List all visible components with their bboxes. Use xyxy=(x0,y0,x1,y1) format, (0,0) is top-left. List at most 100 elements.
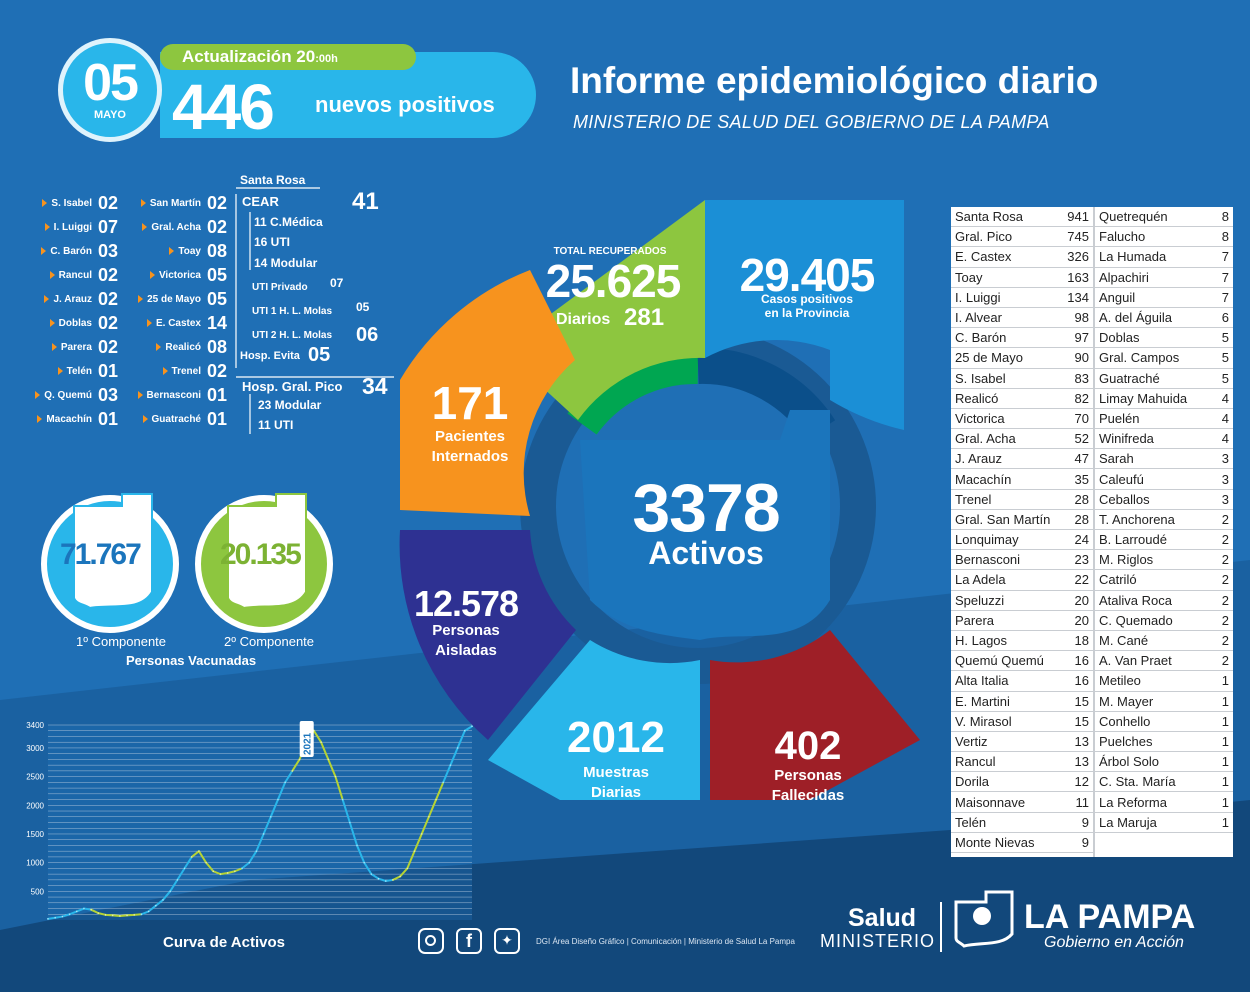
locality-value: 02 xyxy=(98,264,119,285)
locality-name: Victorica xyxy=(158,269,201,281)
table-cell-count: 22 xyxy=(1074,572,1089,588)
table-row: Trenel 28 xyxy=(951,490,1093,510)
twitter-icon[interactable]: ✦ xyxy=(494,928,520,954)
chart-line-segment xyxy=(269,798,279,818)
chart-point xyxy=(169,890,171,893)
bullet-icon xyxy=(137,391,143,399)
locality-name: San Martín xyxy=(149,197,201,209)
table-cell-count: 97 xyxy=(1074,330,1089,346)
salud-logo-text: Salud xyxy=(848,904,917,932)
chart-point xyxy=(291,770,294,772)
table-cell-locality: Toay xyxy=(955,269,983,285)
update-badge: Actualización 20:00h xyxy=(160,44,416,70)
facebook-icon[interactable]: f xyxy=(456,928,482,954)
table-row: Quemú Quemú 16 xyxy=(951,651,1093,672)
table-row: C. Quemado 2 xyxy=(1095,611,1233,631)
table-cell-locality: 25 de Mayo xyxy=(955,350,1023,366)
table-row: 25 de Mayo 90 xyxy=(951,348,1093,369)
instagram-icon[interactable] xyxy=(418,928,444,954)
locality-value: 07 xyxy=(98,216,119,237)
table-row: Maisonnave 11 xyxy=(951,792,1093,813)
locality-value: 02 xyxy=(98,312,119,333)
table-row: Lonquimay 24 xyxy=(951,530,1093,551)
locality-item: Gral. Acha 02 xyxy=(142,216,233,238)
chart-line-segment xyxy=(61,913,71,918)
table-cell-locality: Lonquimay xyxy=(955,532,1019,548)
table-cell-locality: A. del Águila xyxy=(1099,310,1172,326)
bullet-icon xyxy=(142,415,148,423)
chart-line-segment xyxy=(334,775,344,801)
uti-privado-label: UTI Privado xyxy=(252,282,308,293)
table-row: Speluzzi 20 xyxy=(951,591,1093,611)
cear-label: CEAR xyxy=(242,194,279,209)
table-cell-locality: Trenel xyxy=(955,491,992,507)
chart-point xyxy=(464,729,466,732)
recovered-value: 25.625 xyxy=(545,255,682,307)
locality-name: Macachín xyxy=(46,413,92,425)
table-row: E. Castex 326 xyxy=(951,247,1093,268)
locality-value: 01 xyxy=(98,408,119,429)
table-cell-count: 5 xyxy=(1221,330,1229,346)
active-curve-chart: 500 1000 1500 2000 2500 3000 3400 2021 xyxy=(26,721,473,920)
locality-value: 03 xyxy=(98,384,119,405)
chart-line-segment xyxy=(241,861,251,870)
locality-item: 25 de Mayo 05 xyxy=(138,288,233,310)
chart-line-segment xyxy=(97,912,107,916)
locality-item: Rancul 02 xyxy=(49,264,124,286)
chart-line-segment xyxy=(47,916,57,920)
chart-point xyxy=(47,918,49,920)
date-month: MAYO xyxy=(94,109,126,121)
chart-line-segment xyxy=(356,844,366,864)
table-row: Monte Nievas 9 xyxy=(951,833,1093,853)
locality-name: J. Arauz xyxy=(53,293,92,305)
locality-name: Gral. Acha xyxy=(151,221,201,233)
table-row: Dorila 12 xyxy=(951,772,1093,793)
chart-line-segment xyxy=(312,729,323,744)
chart-point xyxy=(219,873,222,875)
table-cell-count: 11 xyxy=(1075,794,1090,810)
chart-line-segment xyxy=(183,855,193,870)
samples-label-2: Diarias xyxy=(590,784,642,801)
table-cell-locality: A. Van Praet xyxy=(1099,653,1172,669)
locality-name: 25 de Mayo xyxy=(147,293,201,305)
bullet-icon xyxy=(44,295,50,303)
table-row: A. del Águila 6 xyxy=(1095,308,1233,329)
isolated-value: 12.578 xyxy=(413,583,519,624)
table-cell-count: 3 xyxy=(1221,491,1229,507)
table-cell-locality: S. Isabel xyxy=(955,370,1006,386)
gobierno-logo-text: Gobierno en Acción xyxy=(1044,934,1184,951)
locality-value: 02 xyxy=(98,288,119,309)
chart-point xyxy=(226,872,229,874)
table-cell-locality: Gral. San Martín xyxy=(955,511,1051,527)
new-positives-label: nuevos positivos xyxy=(315,92,495,117)
chart-line-segment xyxy=(413,832,423,853)
bullet-icon xyxy=(42,199,48,207)
table-cell-locality: Winifreda xyxy=(1099,431,1154,447)
bullet-icon xyxy=(156,343,162,351)
table-cell-count: 83 xyxy=(1074,370,1089,386)
chart-line-segment xyxy=(399,867,409,878)
chart-line-segment xyxy=(205,861,215,873)
table-row: Puelén 4 xyxy=(1095,409,1233,430)
gral-pico-modular: 23 Modular xyxy=(258,398,322,412)
table-row: La Reforma 1 xyxy=(1095,792,1233,813)
table-cell-locality: J. Arauz xyxy=(955,451,1002,467)
chart-point xyxy=(363,861,366,864)
chart-line-segment xyxy=(75,907,85,913)
table-row: Gral. San Martín 28 xyxy=(951,510,1093,530)
chart-line-segment xyxy=(341,798,351,824)
chart-title: Curva de Activos xyxy=(163,934,285,951)
chart-point xyxy=(262,833,265,835)
locality-item: Telén 01 xyxy=(57,360,124,382)
table-cell-count: 745 xyxy=(1067,229,1089,245)
table-cell-locality: Santa Rosa xyxy=(955,209,1023,225)
chart-line-segment xyxy=(427,798,438,818)
uti1-label: UTI 1 H. L. Molas xyxy=(252,306,333,317)
chart-line-segment xyxy=(154,898,164,907)
chart-point xyxy=(428,815,430,818)
table-row: Árbol Solo 1 xyxy=(1095,752,1233,773)
table-cell-count: 1 xyxy=(1221,693,1229,709)
chart-line-segment xyxy=(463,725,473,732)
chart-point xyxy=(54,916,56,919)
locality-item: Guatraché 01 xyxy=(142,408,233,430)
